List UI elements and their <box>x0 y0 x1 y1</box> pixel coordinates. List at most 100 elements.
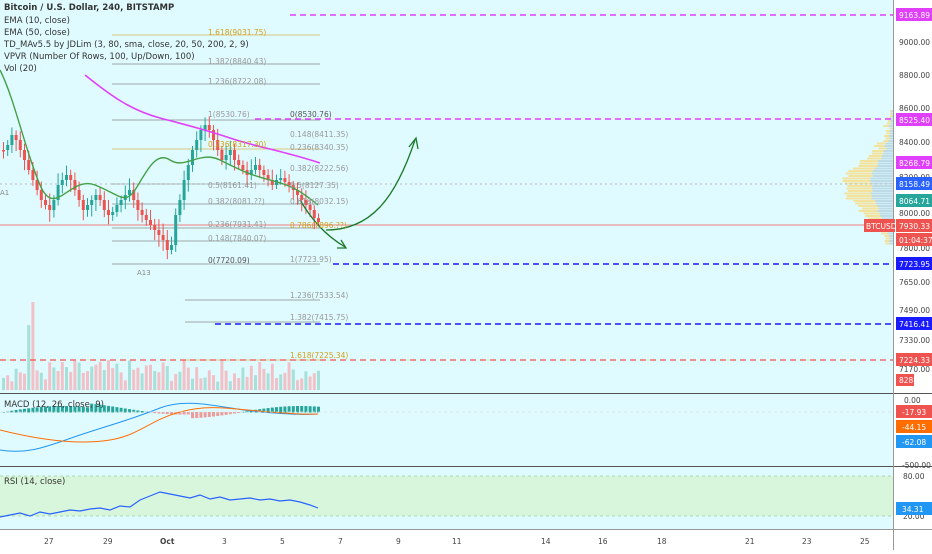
fib-label: 0.382(8222.56) <box>290 164 348 173</box>
volume-bar <box>241 367 245 390</box>
projection-down-arrow[interactable] <box>299 199 346 248</box>
main-pane[interactable] <box>0 0 893 393</box>
vpvr-row-down <box>881 217 893 220</box>
candle-body <box>2 150 5 152</box>
vpvr-row-down <box>877 162 893 165</box>
vpvr-row-down <box>889 240 893 242</box>
macd-tag-label: -17.93 <box>902 408 926 417</box>
macd-bar <box>216 412 220 416</box>
macd-pane[interactable] <box>0 394 893 466</box>
macd-tag[interactable] <box>896 405 932 418</box>
macd-tag[interactable] <box>896 420 932 433</box>
macd-bar <box>94 404 98 413</box>
candle-body <box>249 170 253 175</box>
macd-title[interactable]: MACD (12, 26, close, 9) <box>4 400 104 410</box>
volume-bar <box>258 362 262 390</box>
vpvr-row <box>848 170 893 172</box>
tag-8268[interactable] <box>896 156 932 169</box>
volume-bar <box>291 369 295 390</box>
vpvr-row <box>844 182 893 185</box>
ema50-line[interactable] <box>84 74 321 164</box>
time-tick: 14 <box>541 537 551 546</box>
vpvr-row-down <box>891 112 893 115</box>
tag-8525[interactable] <box>896 113 932 126</box>
tag-btcusd[interactable] <box>864 219 895 232</box>
macd-bar <box>275 407 278 413</box>
time-tick: 29 <box>103 537 113 546</box>
symbol-title[interactable]: Bitcoin / U.S. Dollar, 240, BITSTAMP <box>4 3 174 13</box>
macd-tags[interactable]: -17.93 -44.15 -62.08 <box>896 405 932 448</box>
tag-9163[interactable] <box>896 8 932 21</box>
candle-body <box>132 190 136 200</box>
macd-bar <box>170 412 173 415</box>
indicator-ema50[interactable]: EMA (50, close) <box>4 28 70 38</box>
tag-7224[interactable] <box>896 353 932 366</box>
vpvr-row-down <box>880 215 893 217</box>
macd-tag[interactable] <box>896 435 932 448</box>
price-tick: 7490.00 <box>899 306 930 315</box>
macd-tick: 0.00 <box>904 396 921 405</box>
indicator-td[interactable]: TD_MAv5.5 by JDLim (3, 80, sma, close, 2… <box>3 40 249 50</box>
chart-legend[interactable]: Bitcoin / U.S. Dollar, 240, BITSTAMP EMA… <box>3 3 249 74</box>
candle-body <box>195 140 199 150</box>
macd-bar <box>128 409 131 413</box>
rsi-title[interactable]: RSI (14, close) <box>4 477 65 487</box>
rsi-tag[interactable] <box>896 502 932 515</box>
volume-bar <box>48 362 52 390</box>
tag-countdown[interactable] <box>896 233 932 246</box>
candle-body <box>308 205 312 210</box>
rsi-line[interactable] <box>0 491 319 518</box>
macd-tick: -500.00 <box>902 461 931 470</box>
ema10-line[interactable] <box>0 69 319 206</box>
macd-line[interactable] <box>0 402 319 452</box>
fib-retracement[interactable] <box>112 34 320 361</box>
rsi-tick: 80.00 <box>903 472 925 481</box>
vpvr-row <box>842 177 893 180</box>
tag-volume[interactable] <box>896 374 914 386</box>
candle-body <box>35 180 39 190</box>
indicator-ema10[interactable]: EMA (10, close) <box>4 16 70 26</box>
projection-up-arrow[interactable] <box>325 139 416 231</box>
volume-bar <box>266 373 270 390</box>
vpvr-row <box>890 115 893 117</box>
tag-8064[interactable] <box>896 194 932 207</box>
volume-bar <box>60 362 64 390</box>
vpvr-row-down <box>872 187 893 190</box>
tag-7723[interactable] <box>896 257 932 270</box>
candlestick-series[interactable] <box>2 116 320 260</box>
volume-bar <box>300 378 304 390</box>
tag-7416[interactable] <box>896 317 932 330</box>
volume-bar <box>270 363 274 390</box>
candle-body <box>18 140 22 150</box>
macd-bar <box>69 406 73 413</box>
vpvr-row-down <box>877 205 893 207</box>
macd-signal-line[interactable] <box>0 407 319 443</box>
time-axis[interactable] <box>0 529 932 550</box>
candle-body <box>165 240 169 250</box>
candle-body <box>216 140 220 150</box>
volume-bar <box>199 378 203 390</box>
fib-labels-right: 0(8530.76) 0.148(8411.35) 0.236(8340.35)… <box>290 110 348 360</box>
macd-bar <box>132 409 136 413</box>
volume-bar <box>14 368 18 390</box>
indicator-vpvr[interactable]: VPVR (Number Of Rows, 100, Up/Down, 100) <box>4 52 195 62</box>
vpvr-row <box>885 130 893 132</box>
tag-8158[interactable] <box>896 177 932 190</box>
vpvr-row-down <box>889 117 893 120</box>
time-tick: 3 <box>222 537 227 546</box>
rsi-tags[interactable]: 34.31 <box>896 502 932 515</box>
vpvr-row <box>844 192 893 195</box>
time-tick: 11 <box>452 537 462 546</box>
price-tick: 7800.00 <box>899 244 930 253</box>
vpvr-row-down <box>889 242 893 245</box>
tag-current-price[interactable] <box>896 219 932 232</box>
candle-body <box>44 200 47 205</box>
candle-body <box>270 180 274 185</box>
indicator-vol[interactable]: Vol (20) <box>4 64 37 74</box>
candle-body <box>102 200 106 210</box>
price-tags[interactable]: 9163.89 8525.40 8268.79 8158.49 8064.71 … <box>864 8 932 386</box>
candle-body <box>149 220 152 225</box>
vpvr-row <box>845 172 893 175</box>
rsi-band <box>0 476 893 516</box>
